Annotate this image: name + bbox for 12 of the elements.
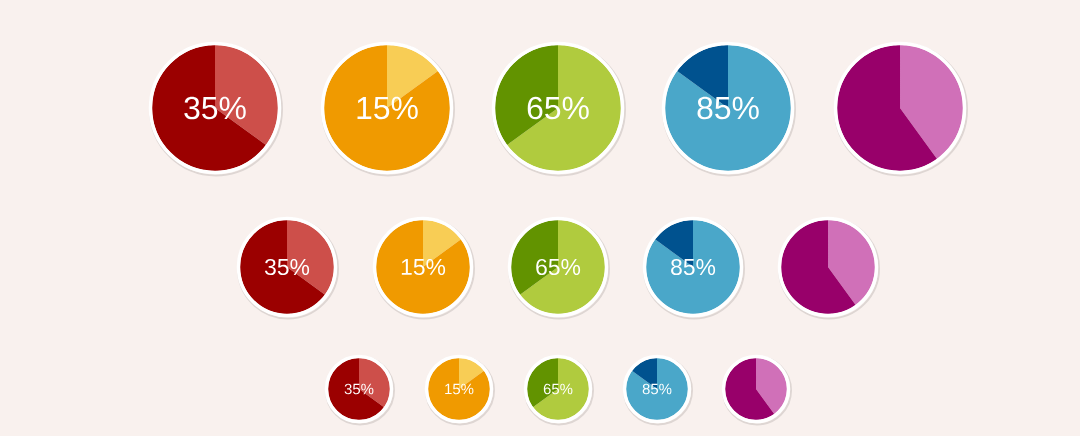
text: 35%: [344, 383, 374, 395]
text: 65%: [543, 383, 573, 395]
text: 15%: [445, 383, 474, 395]
text: 15%: [357, 96, 418, 120]
text: 65%: [536, 258, 581, 276]
text: 15%: [401, 258, 446, 276]
text: 35%: [264, 258, 310, 276]
text: 65%: [527, 96, 589, 120]
text: 35%: [184, 96, 246, 120]
text: 85%: [671, 258, 716, 276]
text: 85%: [697, 96, 759, 120]
text: 85%: [642, 383, 672, 395]
